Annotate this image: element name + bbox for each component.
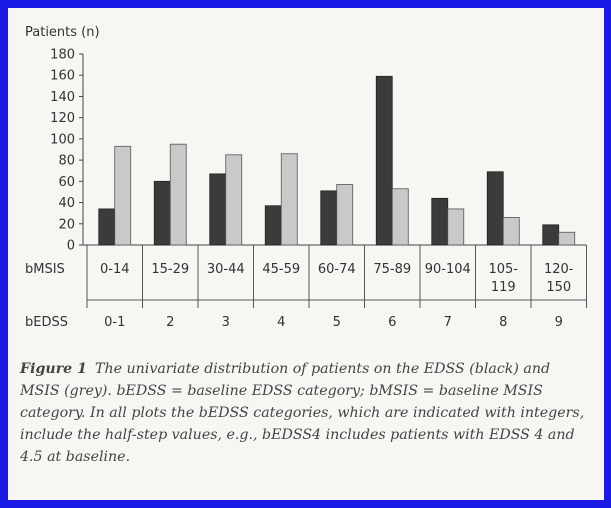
x-tick-label-bmsis: 150 [546,280,571,295]
bar-edss [264,205,282,246]
bar-msis [280,153,298,246]
x-tick-label-bedss: 3 [222,315,230,330]
row-label-bmsis: bMSIS [25,262,65,277]
bar-edss [431,197,449,246]
bar-edss [375,75,393,246]
y-tick-label: 140 [50,90,75,105]
y-tick-label: 80 [58,154,75,169]
bar-edss [209,173,227,246]
y-tick-label: 160 [50,69,75,84]
x-tick-label-bedss: 8 [499,315,507,330]
x-tick-label-bmsis: 0-14 [100,262,130,277]
x-tick-label-bmsis: 30-44 [207,262,245,277]
bar-msis [169,143,187,246]
x-tick-label-bmsis: 90-104 [425,262,471,277]
y-tick-label: 100 [50,132,75,147]
x-tick-label-bmsis: 60-74 [318,262,356,277]
bar-edss [98,208,116,246]
figure-panel: Patients (n) 0 20 40 60 80 100 120 140 160 180 bMSI… [8,8,604,500]
x-tick-label-bmsis: 120- [544,262,574,277]
x-tick-label-bedss: 6 [388,315,396,330]
figure-label: Figure 1 [20,361,88,377]
x-tick-label-bmsis: 75-89 [373,262,411,277]
bar-msis [336,184,354,246]
x-tick-label-bedss: 5 [333,315,341,330]
x-tick-label-bmsis: 119 [491,280,516,295]
x-tick-label-bmsis: 45-59 [262,262,300,277]
x-tick-label-bedss: 2 [166,315,174,330]
row-label-bedss: bEDSS [25,315,68,330]
x-tick-label-bmsis: 105- [488,262,518,277]
y-axis-label: Patients (n) [25,25,100,40]
bar-edss [486,171,504,246]
bar-edss [320,190,338,246]
y-tick-label: 40 [58,196,75,211]
bar-msis [391,188,409,246]
bar-msis [447,208,465,246]
bar-edss [153,180,171,246]
x-tick-label-bedss: 4 [277,315,285,330]
caption-text: The univariate distribution of patients … [20,361,585,465]
y-tick-label: 60 [58,175,75,190]
y-tick-label: 180 [50,48,75,63]
bar-chart: Patients (n) 0 20 40 60 80 100 120 140 160 180 bMSI… [25,25,587,330]
bar-msis [502,217,520,246]
x-tick-label-bedss: 9 [555,315,563,330]
bar-edss [542,224,560,246]
x-tick-label-bedss: 7 [444,315,452,330]
x-tick-label-bedss: 0-1 [104,315,125,330]
bar-msis [225,154,243,246]
bar-msis [558,231,576,246]
y-tick-label: 20 [58,217,75,232]
bar-msis [114,145,132,246]
y-tick-label: 0 [67,239,75,254]
y-tick-label: 120 [50,111,75,126]
x-tick-label-bmsis: 15-29 [151,262,189,277]
figure-caption: Figure 1 The univariate distribution of p… [20,358,594,468]
